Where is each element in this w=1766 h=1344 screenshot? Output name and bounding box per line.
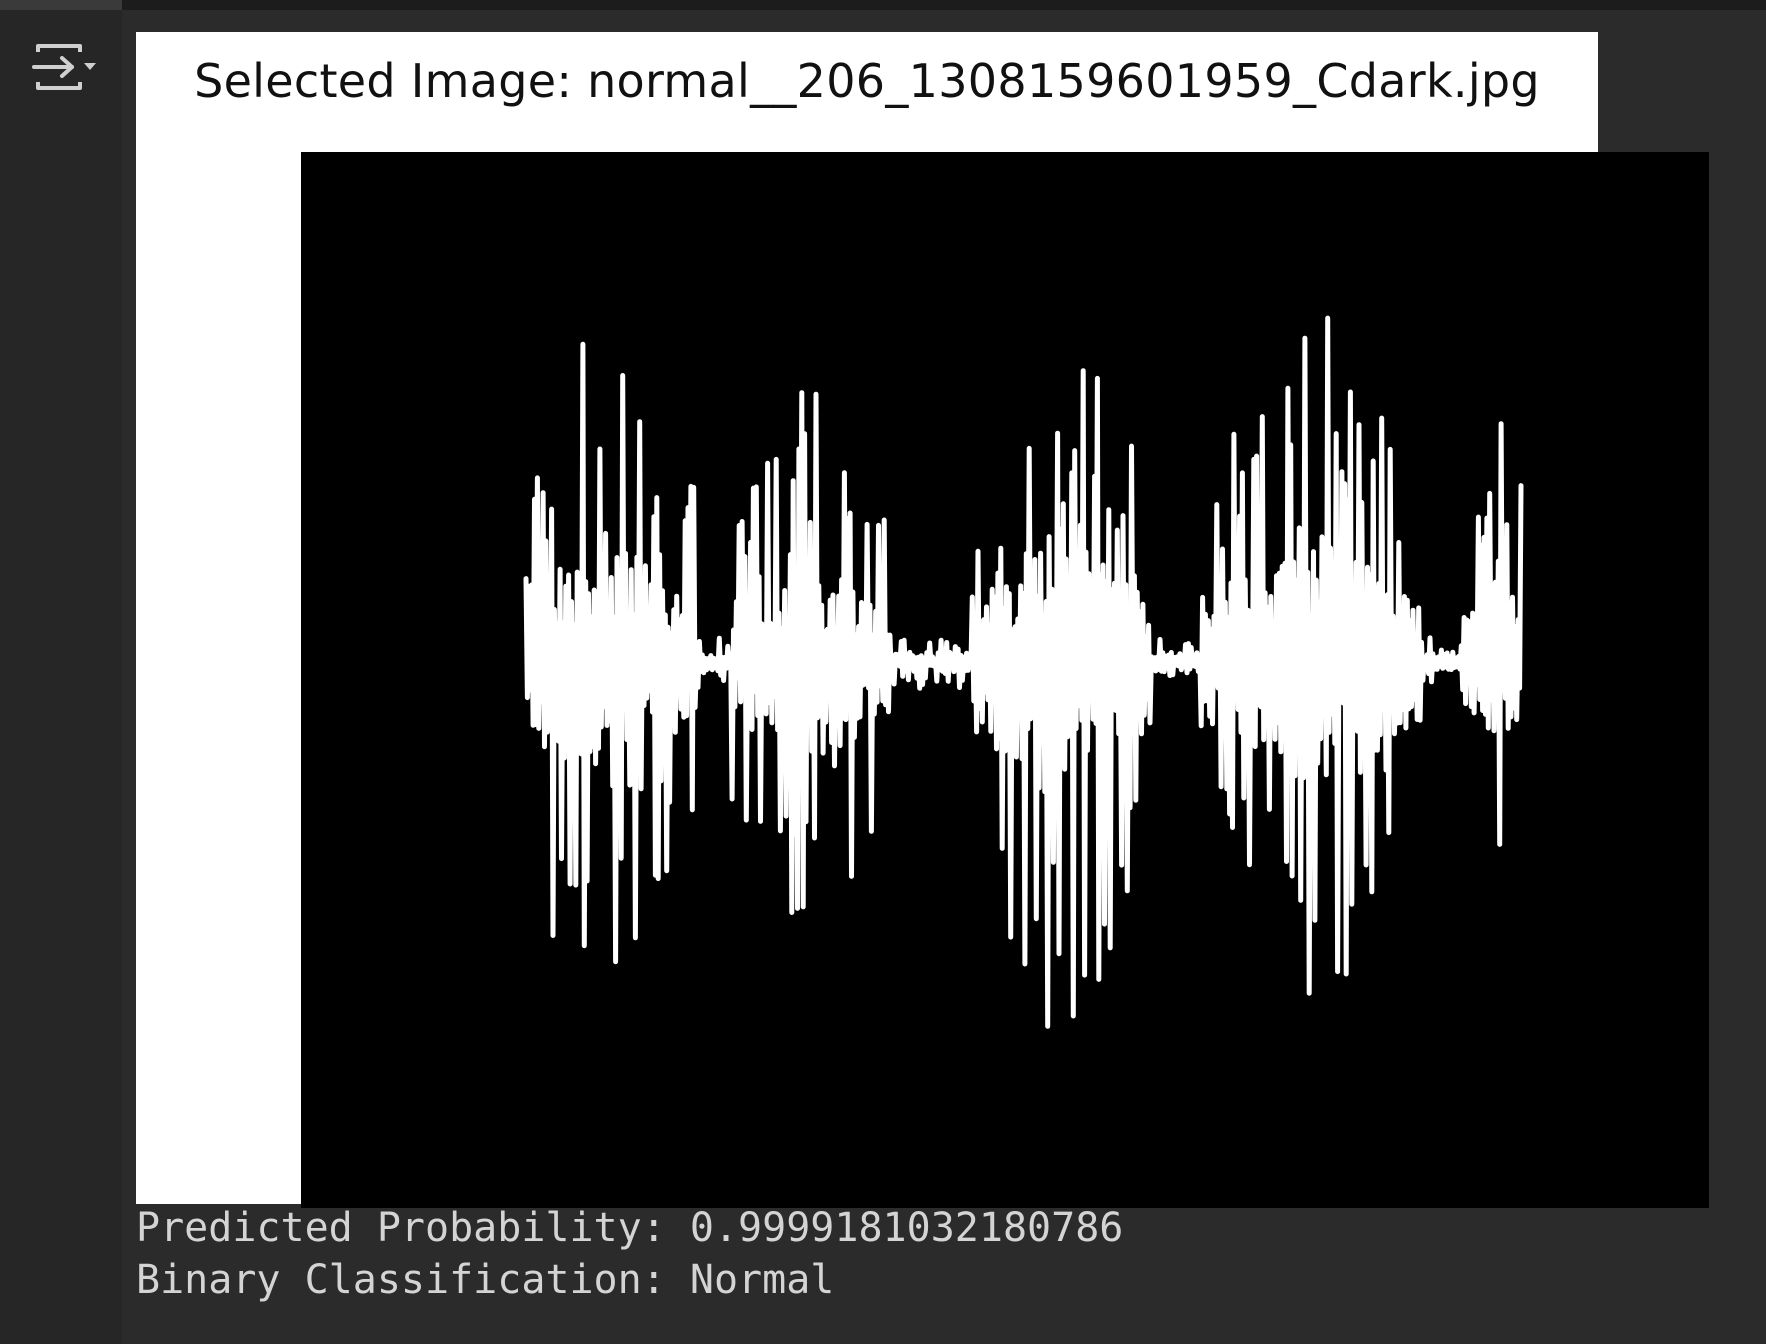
figure-title: Selected Image: normal__206_130815960195… bbox=[194, 54, 1540, 108]
waveform-line bbox=[523, 315, 1524, 1029]
waveform-svg bbox=[523, 315, 1524, 1029]
cell-tab bbox=[0, 0, 122, 10]
cell-gutter bbox=[0, 10, 122, 1344]
waveform-image bbox=[301, 152, 1709, 1208]
predicted-probability-text: Predicted Probability: 0.999918103218078… bbox=[136, 1205, 1124, 1251]
cell-stdout: Predicted Probability: 0.999918103218078… bbox=[136, 1202, 1123, 1306]
top-bar bbox=[0, 0, 1766, 10]
figure-image: Selected Image: normal__206_130815960195… bbox=[136, 32, 1709, 1208]
output-toggle-icon[interactable] bbox=[30, 38, 102, 98]
binary-classification-text: Binary Classification: Normal bbox=[136, 1257, 835, 1303]
